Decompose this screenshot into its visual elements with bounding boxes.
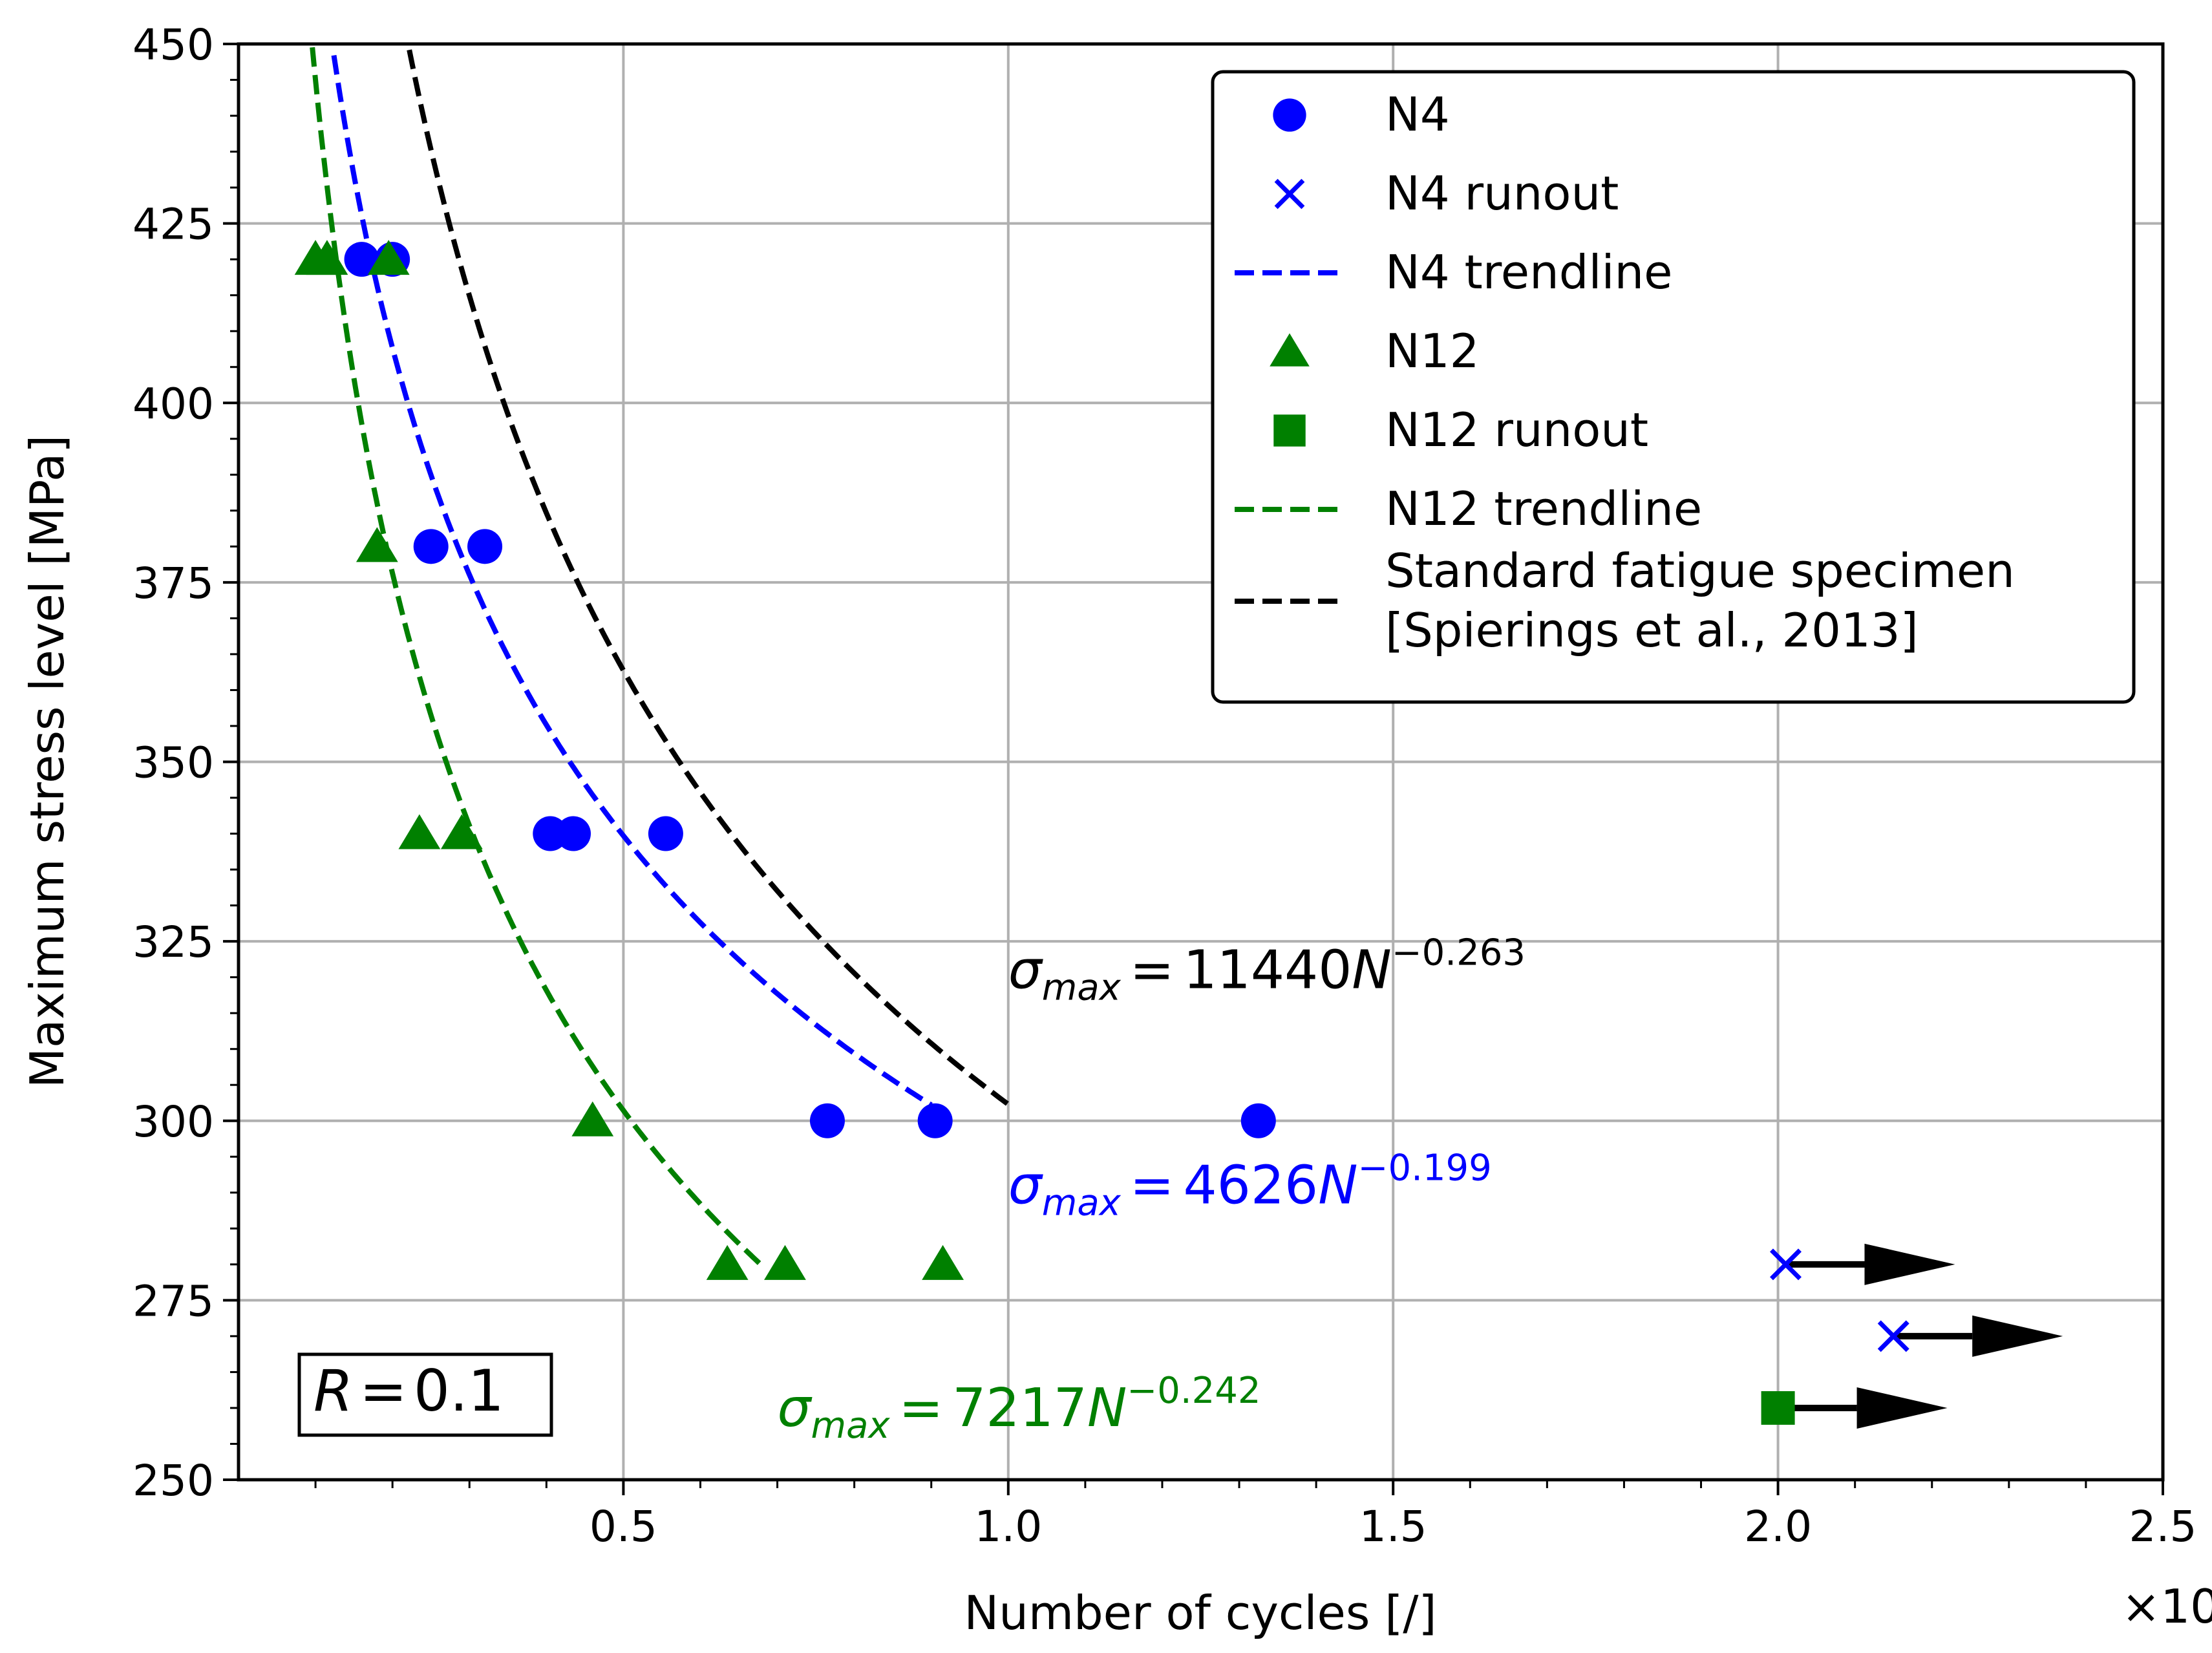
legend-n4-marker <box>1273 98 1306 132</box>
x-multiplier: ×106 <box>2122 1572 2212 1634</box>
standard-fatigue-specimen-curve <box>407 49 1010 1107</box>
legend-n12-runout-label: N12 runout <box>1385 403 1648 457</box>
n12-point <box>306 240 348 275</box>
x-axis-label: Number of cycles [/] <box>964 1586 1436 1640</box>
runout-arrow-head <box>1972 1315 2063 1357</box>
sigma-symbol: σ <box>1008 940 1044 1001</box>
n-symbol: N <box>1352 940 1391 1001</box>
n4-point <box>344 242 379 277</box>
n12-point <box>922 1244 964 1280</box>
y-tick-label: 375 <box>133 559 214 608</box>
n4-point <box>648 816 683 851</box>
n12-point <box>440 814 483 849</box>
n4-point <box>467 529 503 564</box>
equation-standard: σmax = 11440N−0.263 <box>1008 932 1526 1009</box>
equals-sign: = <box>1130 1155 1175 1217</box>
equals-sign: = <box>1130 940 1175 1001</box>
y-tick-label: 325 <box>133 917 214 967</box>
n4-runout-point <box>1877 1320 1909 1352</box>
n12-point <box>706 1244 749 1280</box>
n4-point <box>917 1103 953 1138</box>
exponent: −0.263 <box>1392 932 1526 974</box>
n4-point <box>555 816 591 851</box>
legend-standard-fatigue-specimen-label: [Spierings et al., 2013] <box>1385 603 1919 657</box>
equals-sign: = <box>899 1378 944 1439</box>
y-axis-label: Maximum stress level [MPa] <box>20 435 74 1088</box>
coefficient: 4626 <box>1184 1155 1319 1217</box>
coefficient: 11440 <box>1184 940 1352 1001</box>
exponent: −0.199 <box>1358 1147 1492 1189</box>
x-stroke <box>1274 178 1305 209</box>
legend-n4-label: N4 <box>1385 87 1450 142</box>
sigma-subscript: max <box>1042 967 1122 1009</box>
legend-frame <box>1211 70 2136 704</box>
legend-n12-trendline-label: N12 trendline <box>1385 482 1702 536</box>
runout-arrows <box>1778 1243 2063 1429</box>
n12-runout-point <box>1761 1391 1795 1425</box>
coefficient: 7217 <box>952 1378 1087 1439</box>
legend-n4-runout-marker <box>1274 178 1305 209</box>
n12-point <box>571 1101 614 1136</box>
legend-n4-trendline-label: N4 trendline <box>1385 245 1672 299</box>
data-points <box>294 240 1909 1425</box>
n12-point <box>367 240 410 275</box>
equation-n12: σmax = 7217N−0.242 <box>778 1370 1261 1447</box>
legend-n12-runout-marker <box>1273 414 1306 447</box>
x-tick-label: 1.0 <box>974 1502 1042 1552</box>
n4-runout-point <box>1770 1248 1802 1281</box>
axis-ticks <box>223 43 2164 1495</box>
equation-n4: σmax = 4626N−0.199 <box>1008 1147 1492 1224</box>
r-value-box: R = 0.1 <box>297 1352 553 1437</box>
sigma-subscript: max <box>811 1405 891 1447</box>
legend-n12-marker <box>1270 333 1310 367</box>
sigma-symbol: σ <box>778 1378 813 1439</box>
n4-point <box>809 1103 845 1138</box>
x-stroke <box>1770 1248 1802 1281</box>
y-tick-label: 300 <box>133 1097 214 1147</box>
legend: N4 N4 runout N4 trendline N12 N12 runout N12 … <box>1211 70 2136 704</box>
y-tick-label: 425 <box>133 200 214 250</box>
n12-point <box>356 527 398 562</box>
y-tick-label: 350 <box>133 738 214 788</box>
tick-labels: 0.5 1.0 1.5 2.0 2.5 250 275 300 325 350 375 400 425 4… <box>133 20 2196 1552</box>
legend-standard-fatigue-specimen-label: Standard fatigue specimen <box>1385 544 2015 598</box>
r-value: 0.1 <box>414 1358 504 1424</box>
y-tick-label: 250 <box>133 1456 214 1506</box>
r-equals: = <box>359 1358 407 1424</box>
n4-point <box>1240 1103 1276 1138</box>
r-value-text: R = 0.1 <box>314 1358 504 1424</box>
r-value-frame <box>297 1352 553 1437</box>
x-stroke <box>1877 1320 1909 1352</box>
x-tick-label: 1.5 <box>1359 1502 1427 1552</box>
n-symbol: N <box>1318 1155 1357 1217</box>
n4-point <box>413 529 449 564</box>
n-symbol: N <box>1087 1378 1127 1439</box>
r-symbol: R <box>314 1358 353 1424</box>
exponent: −0.242 <box>1127 1370 1260 1412</box>
sigma-symbol: σ <box>1008 1155 1044 1217</box>
x-multiplier-base: ×10 <box>2122 1579 2212 1634</box>
x-tick-label: 0.5 <box>590 1502 657 1552</box>
runout-arrow-head <box>1864 1243 1955 1285</box>
runout-arrow-head <box>1856 1387 1948 1429</box>
x-tick-label: 2.0 <box>1744 1502 1812 1552</box>
y-tick-label: 450 <box>133 20 214 70</box>
legend-n4-runout-label: N4 runout <box>1385 166 1619 220</box>
legend-n12-label: N12 <box>1385 324 1479 378</box>
sigma-subscript: max <box>1042 1182 1122 1224</box>
y-tick-label: 275 <box>133 1276 214 1326</box>
x-tick-label: 2.5 <box>2129 1502 2197 1552</box>
n12-point <box>764 1244 806 1280</box>
y-tick-label: 400 <box>133 379 214 429</box>
n12-point <box>398 814 441 849</box>
